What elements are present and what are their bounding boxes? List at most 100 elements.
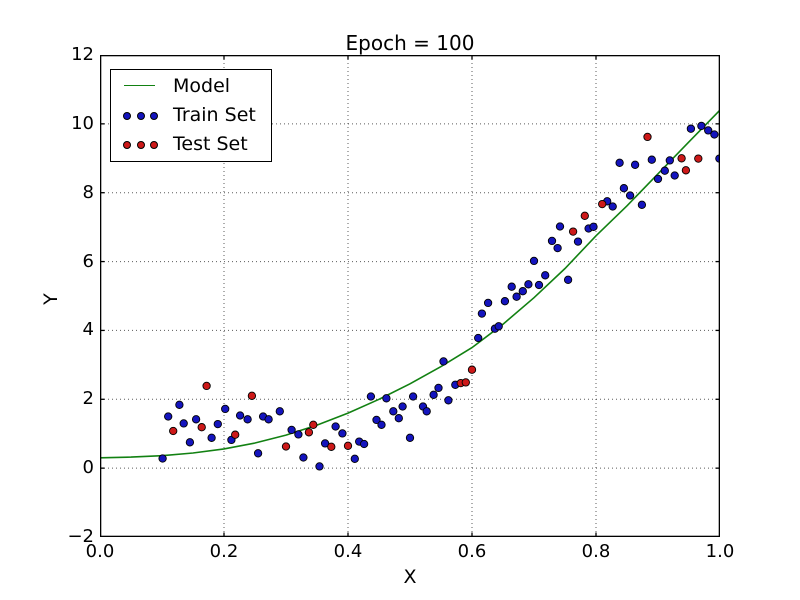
y-axis-label: Y	[40, 293, 62, 305]
test-set-point	[309, 420, 318, 429]
legend-dot	[123, 141, 131, 149]
test-set-point	[681, 166, 691, 175]
test-set-point	[568, 227, 578, 236]
train-set-point	[264, 415, 273, 424]
train-set-point	[408, 392, 418, 401]
test-set-point	[343, 441, 353, 450]
train-set-point	[405, 433, 415, 442]
test-set-point	[281, 442, 291, 451]
train-set-point	[185, 438, 195, 447]
x-tick-label: 0.8	[581, 541, 611, 562]
train-set-point	[207, 433, 216, 442]
train-set-point	[665, 156, 674, 165]
train-set-point	[331, 422, 340, 431]
train-set-point	[377, 420, 386, 429]
train-set-point	[494, 322, 503, 331]
test-set-point	[467, 365, 477, 374]
train-set-point	[287, 425, 296, 435]
train-set-point	[179, 419, 188, 428]
legend-dots-icon	[111, 130, 173, 159]
x-axis-label: X	[403, 566, 417, 588]
train-set-point	[630, 160, 640, 169]
legend: Model Train Set Test Set	[110, 69, 272, 162]
y-tick-label: 6	[82, 250, 94, 272]
test-set-point	[643, 132, 652, 142]
y-tick-label: 0	[82, 457, 94, 479]
train-set-point	[275, 407, 284, 416]
train-set-point	[512, 292, 521, 301]
train-set-point	[235, 411, 245, 420]
train-set-point	[175, 400, 184, 409]
train-set-point	[382, 394, 391, 403]
train-set-point	[434, 383, 443, 393]
chart-title: Epoch = 100	[345, 31, 475, 55]
train-set-point	[653, 174, 663, 184]
train-set-point	[243, 415, 252, 424]
legend-dot	[123, 112, 131, 120]
x-tick-label: 0.6	[457, 541, 487, 562]
x-tick-label: 0.0	[85, 541, 115, 562]
y-tick-label: 8	[82, 181, 94, 203]
train-set-point	[507, 282, 516, 291]
train-set-point	[573, 237, 583, 246]
train-set-point	[477, 309, 487, 318]
train-set-point	[670, 171, 679, 180]
train-set-point	[547, 236, 557, 246]
train-set-point	[529, 256, 539, 266]
legend-line-icon	[111, 72, 173, 101]
legend-label: Train Set	[173, 104, 256, 126]
train-set-point	[625, 191, 635, 200]
axes-frame	[100, 55, 720, 537]
train-set-point	[221, 404, 230, 414]
x-tick-label: 1.0	[705, 541, 735, 562]
train-set-point	[555, 222, 565, 231]
train-set-point	[697, 121, 706, 131]
test-set-point	[197, 423, 206, 432]
train-set-point	[589, 222, 598, 231]
x-tick-label: 0.2	[209, 541, 239, 562]
legend-label: Test Set	[173, 133, 248, 155]
train-set-point	[398, 402, 407, 411]
train-set-point	[338, 429, 347, 438]
test-set-point	[169, 426, 178, 436]
train-set-point	[213, 419, 222, 429]
train-set-point	[619, 184, 629, 193]
train-set-point	[422, 407, 431, 416]
legend-dot	[150, 141, 158, 149]
legend-dots-icon	[111, 101, 173, 130]
legend-dot	[150, 112, 158, 120]
train-set-point	[524, 280, 533, 289]
train-set-point	[359, 439, 369, 449]
train-set-point	[710, 130, 719, 139]
train-set-point	[253, 449, 263, 458]
train-set-point	[500, 297, 510, 306]
y-tick-label: −2	[67, 526, 94, 547]
train-set-point	[158, 454, 167, 463]
test-set-point	[598, 199, 607, 209]
train-set-point	[704, 126, 713, 135]
test-set-point	[694, 154, 703, 163]
train-set-point	[429, 390, 438, 399]
train-set-point	[299, 453, 308, 462]
train-set-point	[294, 430, 303, 439]
test-set-point	[202, 381, 211, 391]
train-set-point	[389, 407, 398, 416]
train-set-point	[541, 271, 550, 280]
test-set-point	[327, 442, 336, 451]
train-set-point	[394, 414, 403, 423]
legend-line-sample	[124, 85, 155, 86]
train-set-point	[553, 243, 562, 253]
train-set-point	[474, 333, 483, 343]
legend-dot	[136, 112, 145, 120]
train-set-point	[350, 454, 359, 463]
train-set-point	[191, 415, 201, 424]
test-set-point	[247, 391, 257, 400]
train-set-point	[315, 462, 324, 471]
test-set-point	[677, 154, 686, 163]
test-set-point	[461, 378, 470, 387]
train-set-point	[660, 166, 669, 175]
y-tick-label: 2	[82, 388, 94, 410]
train-set-point	[439, 357, 448, 366]
train-set-point	[366, 392, 376, 401]
